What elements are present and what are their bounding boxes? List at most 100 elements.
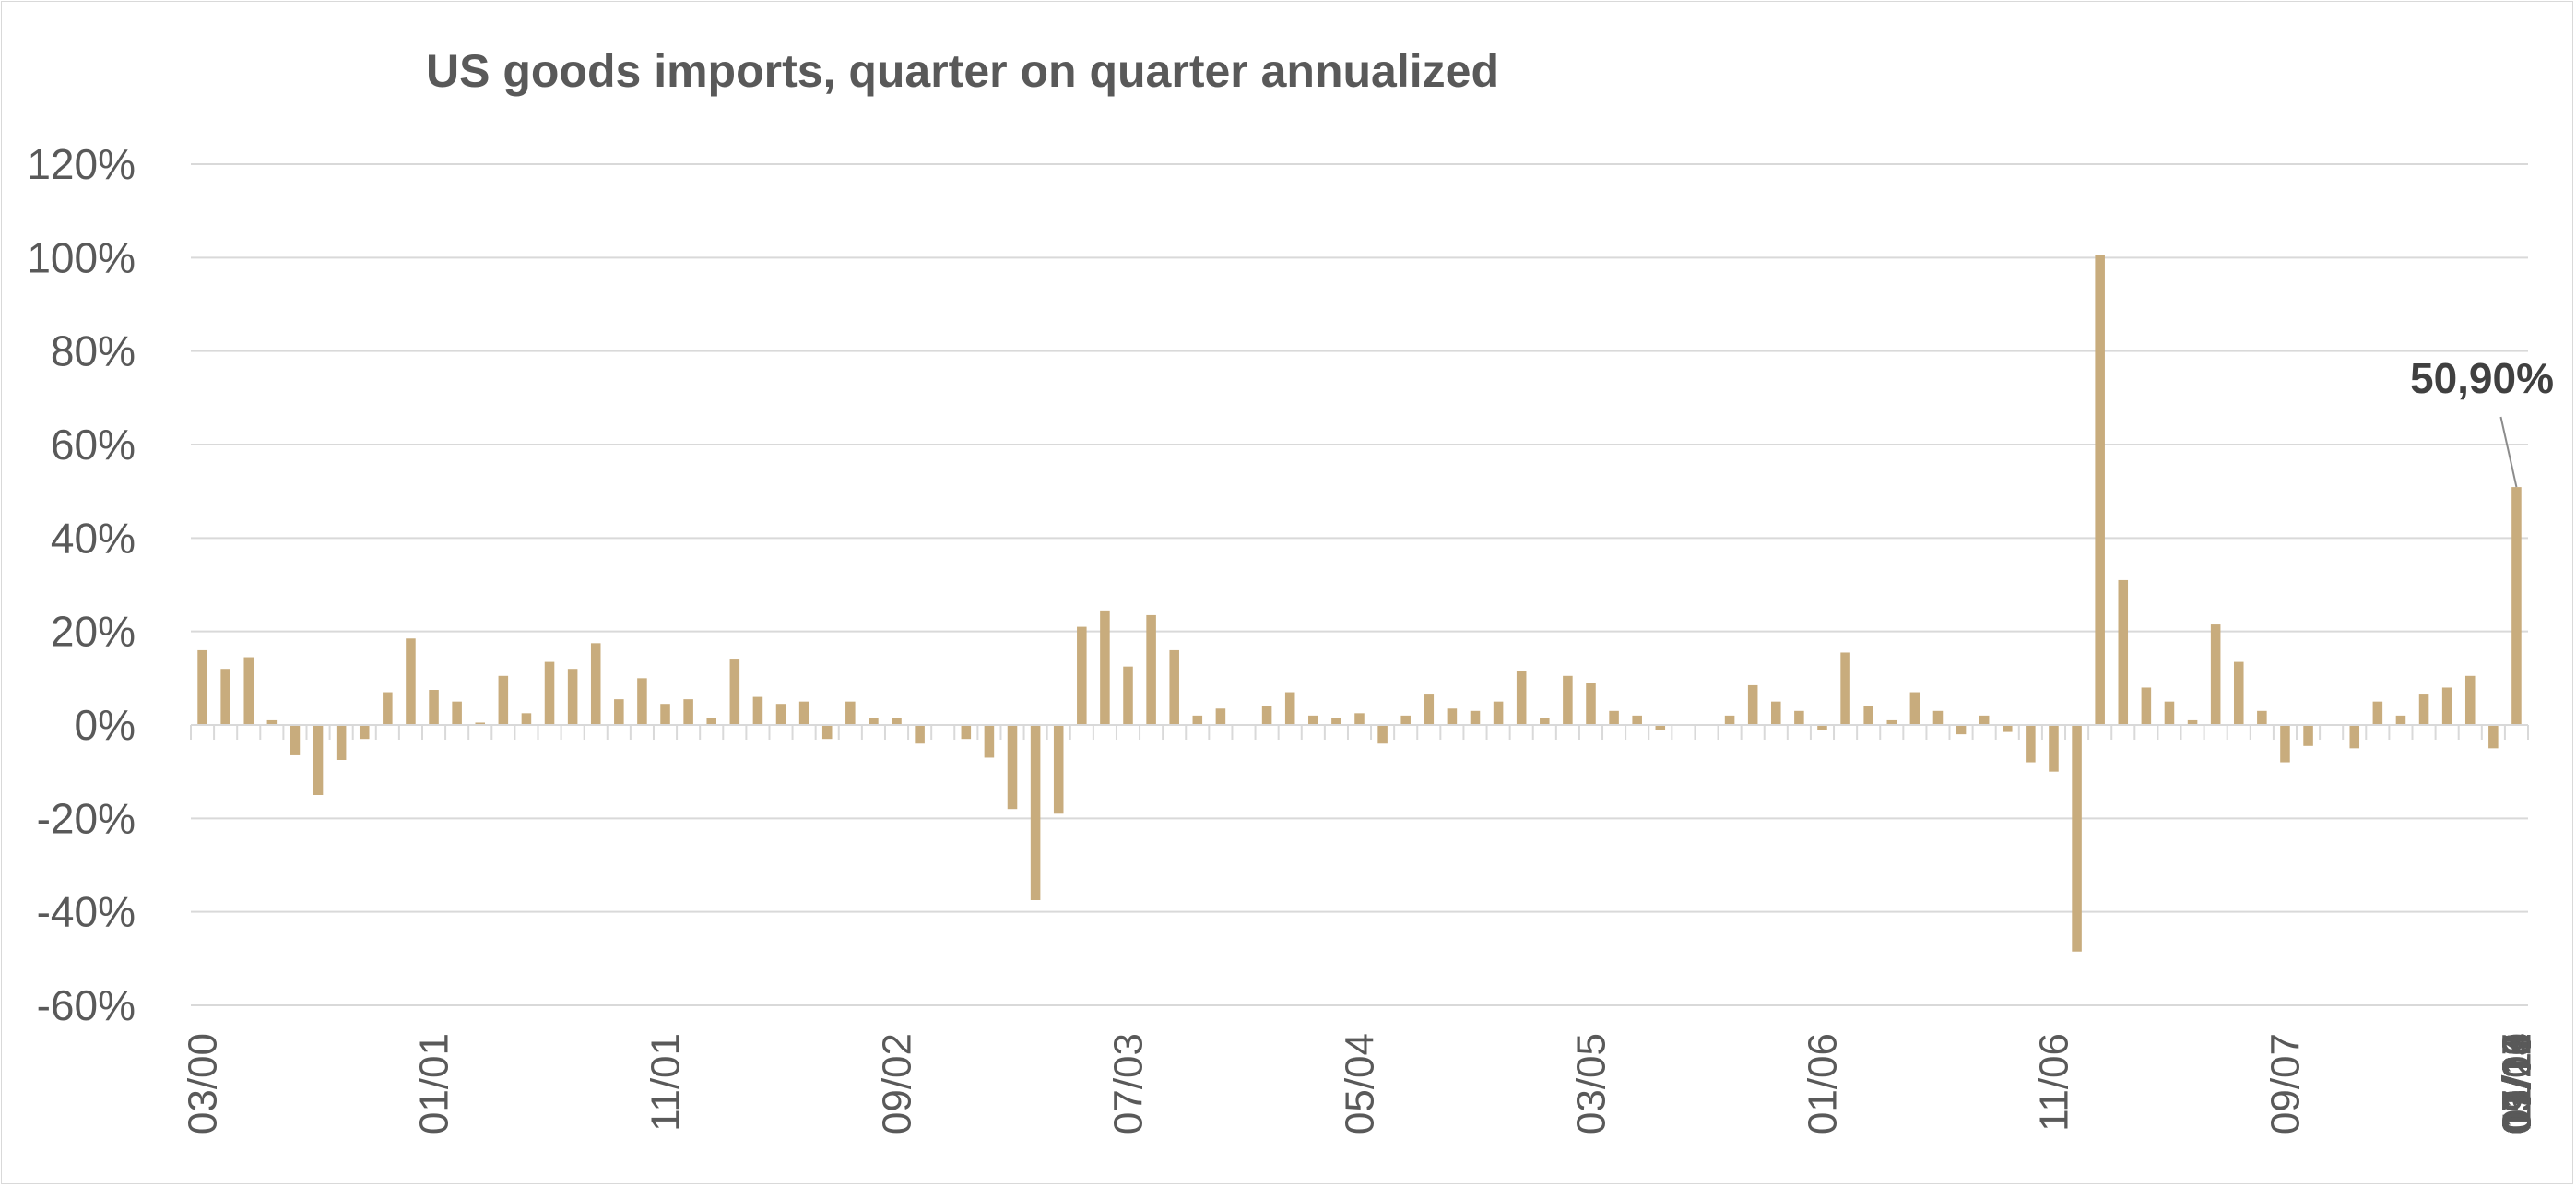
annotations: 50,90%: [2410, 354, 2554, 488]
x-tick-label: 07/23: [2494, 1033, 2539, 1134]
bar: [2141, 687, 2152, 725]
bar: [313, 725, 324, 795]
y-tick-label: 20%: [51, 608, 136, 656]
bar: [1586, 683, 1596, 725]
bar: [2488, 725, 2499, 749]
x-tick-label: 01/06: [1800, 1033, 1845, 1134]
bar: [452, 701, 462, 725]
gridlines: [191, 163, 2528, 1006]
bar: [521, 713, 532, 725]
bar: [1609, 710, 1619, 725]
bar: [1447, 708, 1458, 725]
bar: [1771, 701, 1781, 725]
x-tick-label: 09/17: [2494, 1033, 2539, 1134]
bar: [1909, 692, 1920, 725]
bar: [775, 704, 786, 725]
x-tick-label: 03/25: [2494, 1033, 2539, 1134]
bar: [752, 696, 763, 725]
bar: [1007, 725, 1018, 810]
bar: [406, 638, 416, 725]
bar: [2118, 579, 2129, 725]
bar: [1747, 684, 1758, 725]
bar: [243, 657, 254, 725]
bar: [475, 722, 486, 725]
bar: [2003, 725, 2013, 732]
bar: [383, 692, 393, 725]
bar: [798, 701, 809, 725]
bar: [1540, 718, 1550, 725]
bar: [915, 725, 925, 744]
bar: [1516, 671, 1527, 725]
x-tick-label: 07/18: [2494, 1033, 2539, 1134]
x-tick-label: 01/11: [2494, 1033, 2539, 1132]
x-tick-label: 11/06: [2031, 1033, 2076, 1132]
bar: [614, 699, 624, 725]
y-tick-label: 100%: [27, 233, 136, 281]
x-tick-label: 09/07: [2263, 1033, 2308, 1134]
bar: [429, 690, 439, 725]
y-tick-label: 80%: [51, 327, 136, 375]
bar: [1493, 701, 1504, 725]
bar: [336, 725, 347, 760]
x-tick-label: 03/05: [1568, 1033, 1613, 1134]
bar: [660, 704, 670, 725]
y-tick-label: -20%: [37, 794, 136, 842]
x-tick-label: 05/24: [2494, 1033, 2539, 1134]
y-axis-ticks: -60% -40% -20% 0% 20% 40% 60% 80% 100% 120%: [27, 140, 136, 1029]
bar: [2280, 725, 2290, 763]
x-tick-label: 11/21: [2494, 1033, 2539, 1132]
bar: [2303, 725, 2313, 746]
x-tick-label: 07/03: [1106, 1033, 1152, 1134]
bar: [544, 661, 555, 725]
bar: [2418, 694, 2429, 725]
bar: [1470, 710, 1481, 725]
bar: [2210, 624, 2221, 725]
bar: [2072, 725, 2082, 952]
bar: [590, 643, 601, 725]
bar: [892, 718, 902, 725]
bar: [2257, 710, 2267, 725]
bar: [498, 675, 509, 725]
bar: [845, 701, 856, 725]
bar: [1932, 710, 1944, 725]
y-tick-label: -40%: [37, 888, 136, 936]
bar: [567, 669, 578, 725]
bar: [961, 725, 972, 740]
chart-title: US goods imports, quarter on quarter ann…: [426, 45, 1499, 97]
x-tick-label: 11/01: [644, 1033, 689, 1132]
x-axis-ticks: 03/00 01/01 11/01 09/02 07/03 05/04 03/05 01/06…: [181, 1033, 2540, 1134]
bar: [2164, 701, 2175, 725]
bars: [197, 255, 2522, 952]
bar: [1053, 725, 1064, 814]
x-tick-label: 09/12: [2494, 1033, 2539, 1134]
bar: [1563, 675, 1573, 725]
last-value-annotation: 50,90%: [2410, 354, 2554, 402]
x-axis: [190, 724, 2529, 740]
x-tick-label: 07/08: [2494, 1033, 2539, 1134]
bar: [2349, 725, 2360, 749]
x-tick-label: 05/09: [2494, 1033, 2539, 1134]
bar: [1724, 715, 1735, 725]
bar: [1284, 692, 1295, 725]
bar: [1979, 715, 1990, 725]
bar: [706, 718, 716, 725]
bar: [290, 725, 301, 755]
bar: [1424, 694, 1435, 725]
bar: [2372, 701, 2383, 725]
x-tick-label: 03/15: [2494, 1033, 2539, 1134]
bar: [2026, 725, 2036, 763]
y-tick-label: -60%: [37, 981, 136, 1029]
bar: [266, 719, 278, 725]
x-tick-label: 03/20: [2494, 1033, 2539, 1134]
bar: [1840, 652, 1850, 725]
y-tick-label: 60%: [51, 421, 136, 469]
bar: [1169, 649, 1179, 725]
bar: [220, 669, 230, 725]
bar: [1030, 725, 1041, 900]
bar: [1331, 718, 1341, 725]
x-tick-label: 01/16: [2494, 1033, 2539, 1134]
bar: [2095, 255, 2105, 725]
annotation-leader-line: [2499, 416, 2518, 488]
bar: [1400, 715, 1411, 725]
